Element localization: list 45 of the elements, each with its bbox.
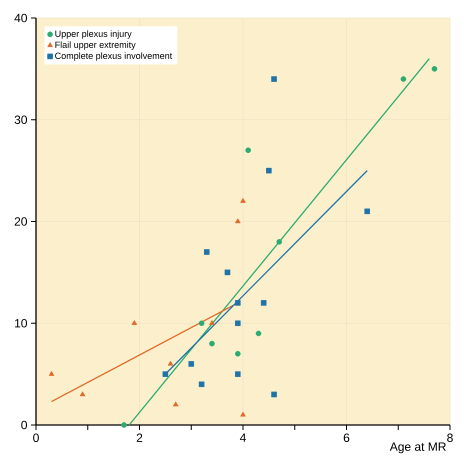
point	[240, 412, 246, 417]
legend-label: Flail upper extremity	[55, 41, 136, 50]
point	[132, 320, 138, 325]
point	[121, 422, 127, 428]
point	[235, 350, 241, 357]
x-tick-label: 2	[136, 434, 142, 442]
point	[276, 239, 282, 245]
y-tick-label: 0	[21, 420, 28, 430]
point	[432, 66, 438, 72]
point	[235, 218, 241, 224]
point	[188, 361, 194, 367]
point	[209, 340, 215, 346]
point	[245, 147, 251, 154]
point	[400, 76, 406, 82]
legend-label: Upper plexus injury	[55, 30, 132, 39]
point	[198, 382, 204, 388]
x-tick-label: 0	[33, 434, 39, 442]
x-tick-label: 8	[447, 434, 453, 442]
x-tick-label: 4	[240, 434, 246, 442]
point	[271, 76, 277, 82]
x-axis-title: Age at MR	[390, 442, 446, 454]
point	[260, 300, 266, 306]
y-tick-label: 30	[14, 116, 27, 124]
point	[162, 371, 168, 377]
point	[235, 320, 241, 326]
y-tick-label: 40	[14, 14, 27, 22]
point	[271, 392, 277, 398]
point	[266, 168, 272, 174]
point	[256, 330, 262, 336]
point	[209, 320, 215, 325]
point	[224, 270, 230, 276]
y-tick-label: 10	[15, 319, 27, 328]
point	[235, 300, 241, 306]
y-tick-label: 20	[14, 217, 27, 226]
point	[48, 370, 54, 376]
point	[172, 401, 179, 406]
x-tick-label: 6	[344, 434, 350, 442]
legend-label: Complete plexus involvement	[55, 52, 172, 61]
point	[198, 320, 204, 326]
point	[240, 198, 246, 203]
point	[80, 391, 86, 396]
point	[364, 208, 370, 214]
point	[204, 249, 210, 255]
point	[235, 371, 241, 377]
point	[168, 360, 174, 366]
